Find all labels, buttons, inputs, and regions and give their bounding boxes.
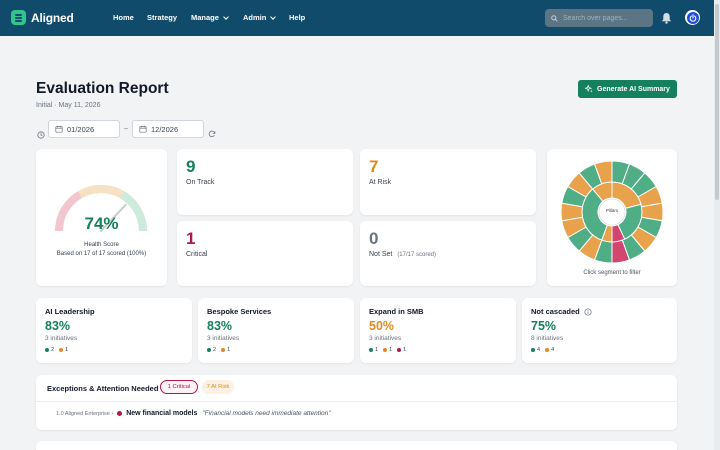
pillar-status-dots: 2 1 xyxy=(45,347,73,353)
sunburst-hint: Click segment to filter xyxy=(583,270,641,276)
nav-manage[interactable]: Manage xyxy=(191,13,229,22)
health-score-card: 74% Health Score Based on 17 of 17 score… xyxy=(36,149,167,286)
pillar-card-not-cascaded[interactable]: Not cascaded 75% 8 initiatives 4 4 xyxy=(522,298,677,363)
at-risk-count: 7 xyxy=(369,157,379,176)
exception-name: New financial models xyxy=(126,410,198,417)
pillar-name: Expand in SMB xyxy=(369,307,424,316)
pillar-count: 3 initiatives xyxy=(369,335,402,342)
brand-name: Aligned xyxy=(31,10,74,25)
pillars-center-label: Pillars xyxy=(605,208,619,213)
search-box[interactable] xyxy=(545,9,653,27)
pillar-card-expand-in-smb[interactable]: Expand in SMB 50% 3 initiatives 1 1 1 xyxy=(360,298,516,363)
health-percent: 74% xyxy=(84,214,119,233)
pillar-percent: 75% xyxy=(531,319,557,333)
gauge-track-good xyxy=(119,191,148,232)
chevron-down-icon xyxy=(270,13,277,20)
nav-strategy[interactable]: Strategy xyxy=(147,13,178,22)
pillar-count: 3 initiatives xyxy=(45,335,78,342)
stat-card-critical[interactable]: 1 Critical xyxy=(177,221,353,286)
search-icon xyxy=(551,14,558,22)
calendar-icon xyxy=(139,125,147,133)
user-avatar[interactable] xyxy=(685,10,700,25)
pillar-percent: 83% xyxy=(45,319,71,333)
stat-card-at-risk[interactable]: 7 At Risk xyxy=(360,149,536,215)
sparkle-icon xyxy=(585,85,593,93)
not-set-label: Not Set (17/17 scored) xyxy=(369,251,436,258)
brand-logo[interactable]: Aligned xyxy=(11,10,74,25)
pillar-percent: 83% xyxy=(207,319,233,333)
health-detail: Based on 17 of 17 scored (100%) xyxy=(56,251,147,257)
exception-note: "Financial models need immediate attenti… xyxy=(202,410,331,417)
exceptions-card: Exceptions & Attention Needed 1 Critical… xyxy=(36,375,677,430)
pillar-name: AI Leadership xyxy=(45,307,95,316)
nav-home[interactable]: Home xyxy=(113,13,134,22)
at-risk-filter-pill[interactable]: 7 At Risk xyxy=(202,380,234,394)
generate-ai-summary-button[interactable]: Generate AI Summary xyxy=(578,80,677,98)
pillar-name: Not cascaded xyxy=(531,307,580,316)
exception-path: 1.0 Aligned Enterprise › xyxy=(56,410,114,417)
pillar-count: 8 initiatives xyxy=(531,335,564,342)
clock-icon xyxy=(37,126,45,144)
pillar-count: 3 initiatives xyxy=(207,335,240,342)
pillar-name-row: Not cascaded xyxy=(531,307,592,316)
pillar-name: Bespoke Services xyxy=(207,307,272,316)
on-track-count: 9 xyxy=(186,157,196,176)
pillar-status-dots: 2 1 xyxy=(207,347,235,353)
page-title: Evaluation Report xyxy=(36,80,169,97)
next-section-card xyxy=(36,441,677,450)
scrollbar-thumb[interactable] xyxy=(715,4,719,200)
pillars-sunburst[interactable] xyxy=(547,149,677,269)
health-label: Health Score xyxy=(84,242,119,248)
bell-icon[interactable] xyxy=(661,11,672,29)
stat-card-on-track[interactable]: 9 On Track xyxy=(177,149,353,215)
info-icon[interactable] xyxy=(584,307,592,316)
critical-label: Critical xyxy=(186,251,208,258)
generate-ai-summary-label: Generate AI Summary xyxy=(597,85,670,93)
date-to-value: 12/2026 xyxy=(151,124,179,134)
pillar-card-bespoke-services[interactable]: Bespoke Services 83% 3 initiatives 2 1 xyxy=(198,298,354,363)
on-track-label: On Track xyxy=(186,179,215,186)
not-set-detail: (17/17 scored) xyxy=(397,252,436,258)
date-separator: – xyxy=(124,125,128,132)
gauge-needle xyxy=(100,203,127,232)
health-gauge xyxy=(55,185,148,232)
logo-icon xyxy=(11,10,26,25)
date-from-value: 01/2026 xyxy=(67,124,95,134)
pillar-card-ai-leadership[interactable]: AI Leadership 83% 3 initiatives 2 1 xyxy=(36,298,192,363)
page-subtitle: Initial · May 11, 2026 xyxy=(36,102,101,109)
nav-help[interactable]: Help xyxy=(289,13,306,22)
pillar-percent: 50% xyxy=(369,319,395,333)
search-input[interactable] xyxy=(563,14,643,22)
chevron-down-icon xyxy=(223,13,229,20)
critical-filter-pill[interactable]: 1 Critical xyxy=(160,380,198,394)
gauge-track-risk xyxy=(78,185,124,199)
exception-row[interactable]: 1.0 Aligned Enterprise › New financial m… xyxy=(56,410,331,417)
pillar-status-dots: 4 4 xyxy=(531,347,559,353)
stat-card-not-set[interactable]: 0 Not Set (17/17 scored) xyxy=(360,221,536,286)
page-scrollbar[interactable] xyxy=(714,0,720,450)
pillars-sunburst-card: Pillars Click segment to filter xyxy=(547,149,677,286)
divider xyxy=(36,401,677,402)
not-set-count: 0 xyxy=(369,229,379,248)
top-nav: Aligned Home Strategy Manage Admin Help xyxy=(0,0,714,36)
refresh-icon[interactable] xyxy=(208,125,216,143)
at-risk-label: At Risk xyxy=(369,179,392,186)
critical-count: 1 xyxy=(186,229,196,248)
power-icon xyxy=(686,11,699,24)
date-to-field[interactable]: 12/2026 xyxy=(132,120,204,138)
sunburst-center[interactable] xyxy=(598,198,626,226)
date-from-field[interactable]: 01/2026 xyxy=(48,120,120,138)
calendar-icon xyxy=(55,125,63,133)
sunburst-outer-segment[interactable] xyxy=(593,160,613,185)
critical-status-dot xyxy=(117,411,123,416)
nav-admin[interactable]: Admin xyxy=(243,13,277,22)
pillar-status-dots: 1 1 1 xyxy=(369,347,411,353)
exceptions-title: Exceptions & Attention Needed xyxy=(47,384,159,393)
